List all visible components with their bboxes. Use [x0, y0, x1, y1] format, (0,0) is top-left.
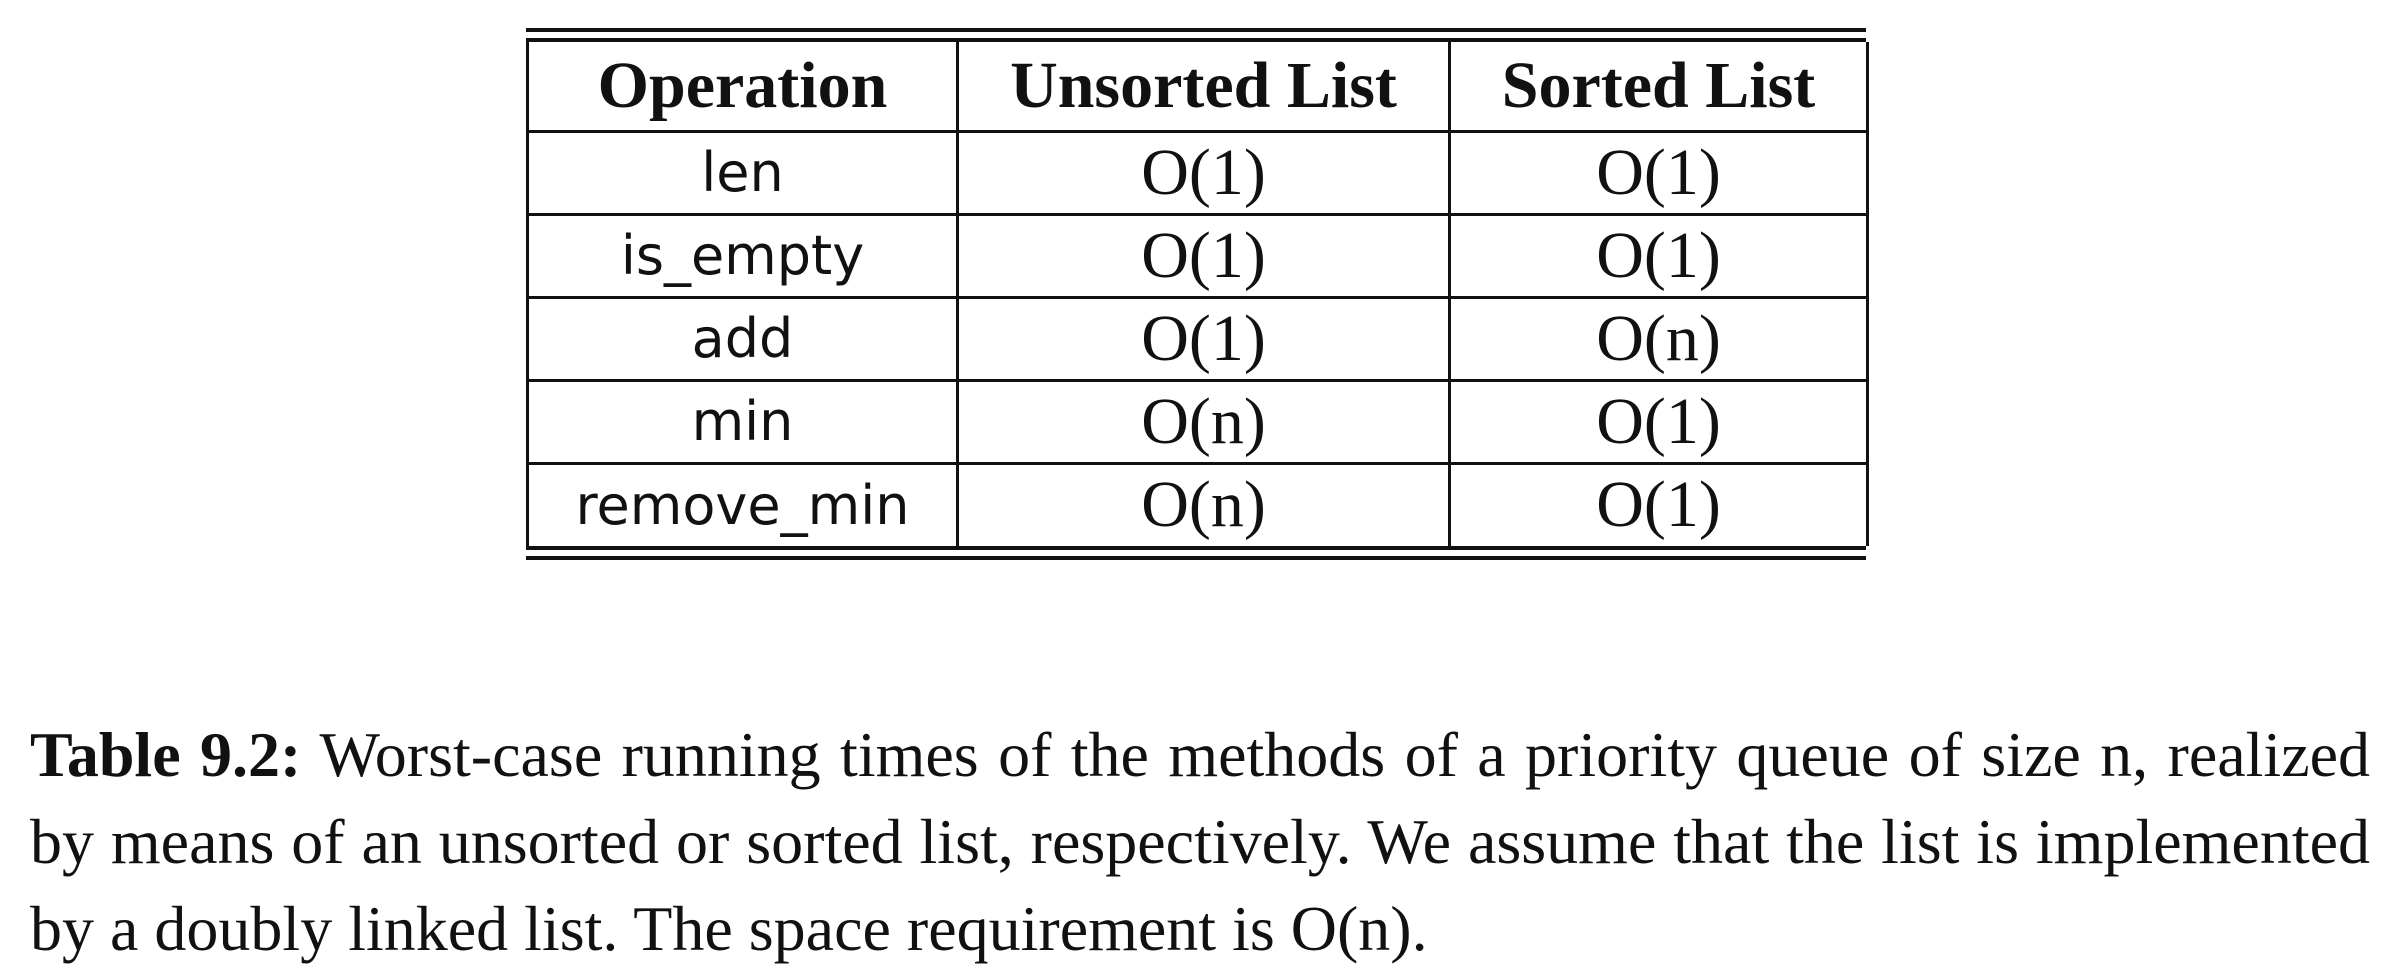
- unsorted-complexity-cell: O(n): [956, 461, 1451, 546]
- complexity-table-container: Operation Unsorted List Sorted List len …: [526, 28, 1869, 560]
- table-row: min O(n) O(1): [526, 378, 1869, 465]
- table-header-row: Operation Unsorted List Sorted List: [526, 42, 1869, 133]
- table-caption: Table 9.2: Worst-case running times of t…: [30, 711, 2370, 972]
- table-row: add O(1) O(n): [526, 295, 1869, 382]
- operation-cell: is_empty: [526, 212, 959, 299]
- table-top-rule: [526, 28, 1866, 42]
- operation-cell: remove_min: [526, 461, 959, 546]
- complexity-table: Operation Unsorted List Sorted List len …: [526, 42, 1869, 546]
- table-bottom-rule: [526, 546, 1866, 560]
- caption-text: Worst-case running times of the methods …: [30, 719, 2371, 964]
- header-operation: Operation: [526, 42, 959, 133]
- sorted-complexity-cell: O(1): [1448, 461, 1869, 546]
- sorted-complexity-cell: O(n): [1448, 295, 1869, 382]
- sorted-complexity-cell: O(1): [1448, 129, 1869, 216]
- unsorted-complexity-cell: O(1): [956, 129, 1451, 216]
- table-row: len O(1) O(1): [526, 129, 1869, 216]
- table-row: is_empty O(1) O(1): [526, 212, 1869, 299]
- header-sorted-list: Sorted List: [1448, 42, 1869, 133]
- caption-label: Table 9.2:: [30, 719, 302, 790]
- header-unsorted-list: Unsorted List: [956, 42, 1451, 133]
- operation-cell: min: [526, 378, 959, 465]
- unsorted-complexity-cell: O(1): [956, 295, 1451, 382]
- table-row: remove_min O(n) O(1): [526, 461, 1869, 546]
- operation-cell: add: [526, 295, 959, 382]
- sorted-complexity-cell: O(1): [1448, 212, 1869, 299]
- unsorted-complexity-cell: O(n): [956, 378, 1451, 465]
- operation-cell: len: [526, 129, 959, 216]
- sorted-complexity-cell: O(1): [1448, 378, 1869, 465]
- unsorted-complexity-cell: O(1): [956, 212, 1451, 299]
